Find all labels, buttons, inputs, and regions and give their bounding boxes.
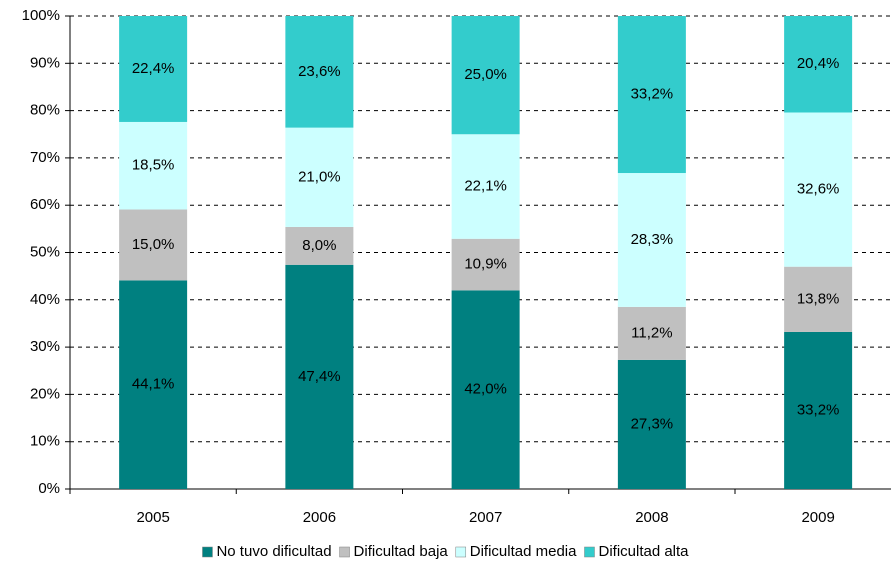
bar-segment	[119, 280, 188, 489]
data-label: 15,0%	[132, 236, 175, 253]
bar-segment	[784, 331, 853, 489]
data-label: 47,4%	[298, 368, 341, 385]
y-tick-label: 0%	[38, 480, 60, 497]
legend-swatch	[455, 546, 467, 558]
data-label: 22,4%	[132, 60, 175, 77]
bar-segment	[119, 16, 188, 122]
data-label: 33,2%	[797, 401, 840, 418]
y-tick-label: 30%	[30, 338, 60, 355]
bar-segment	[784, 112, 853, 267]
data-label: 33,2%	[631, 85, 674, 102]
legend-label: Dificultad alta	[598, 543, 689, 560]
bar-segment	[617, 173, 686, 307]
bar-segment	[285, 264, 354, 489]
y-tick-label: 10%	[30, 433, 60, 450]
legend-swatch	[339, 546, 350, 558]
legend-label: Dificultad media	[470, 543, 577, 560]
x-tick-label: 2005	[136, 509, 169, 526]
data-label: 20,4%	[797, 55, 840, 72]
bar-segment	[784, 266, 853, 332]
data-label: 25,0%	[464, 66, 507, 83]
data-label: 42,0%	[464, 381, 507, 398]
bar-segment	[119, 209, 188, 281]
data-label: 23,6%	[298, 63, 341, 80]
y-tick-label: 100%	[22, 7, 60, 24]
data-label: 18,5%	[132, 157, 175, 174]
y-tick-label: 70%	[30, 149, 60, 166]
bar-segment	[617, 359, 686, 489]
data-label: 44,1%	[132, 376, 175, 393]
data-label: 22,1%	[464, 177, 507, 194]
y-tick-label: 20%	[30, 385, 60, 402]
legend-label: No tuvo dificultad	[216, 543, 331, 560]
data-label: 8,0%	[302, 237, 336, 254]
y-tick-label: 80%	[30, 102, 60, 119]
data-label: 32,6%	[797, 181, 840, 198]
data-label: 11,2%	[631, 324, 672, 341]
bar-segment	[617, 306, 686, 360]
x-tick-label: 2007	[469, 509, 502, 526]
bar-segment	[285, 16, 354, 128]
bar-segment	[119, 121, 188, 210]
y-tick-label: 90%	[30, 54, 60, 71]
data-label: 28,3%	[631, 231, 674, 248]
legend-label: Dificultad baja	[354, 543, 449, 560]
bar-segment	[451, 134, 520, 239]
y-tick-label: 40%	[30, 291, 60, 308]
data-label: 27,3%	[631, 415, 674, 432]
x-tick-label: 2009	[801, 509, 834, 526]
data-label: 13,8%	[797, 290, 840, 307]
bar-segment	[285, 226, 354, 265]
bar-segment	[451, 238, 520, 291]
x-tick-label: 2008	[635, 509, 668, 526]
y-tick-label: 50%	[30, 243, 60, 260]
x-tick-label: 2006	[303, 509, 336, 526]
data-label: 10,9%	[464, 256, 507, 273]
bar-segment	[451, 16, 520, 135]
legend-swatch	[202, 546, 213, 558]
data-label: 21,0%	[298, 168, 341, 185]
y-tick-label: 60%	[30, 196, 60, 213]
legend-swatch	[584, 546, 595, 558]
bar-segment	[285, 127, 354, 227]
bar-segment	[784, 16, 853, 113]
bar-segment	[451, 290, 520, 489]
bar-segment	[617, 16, 686, 174]
